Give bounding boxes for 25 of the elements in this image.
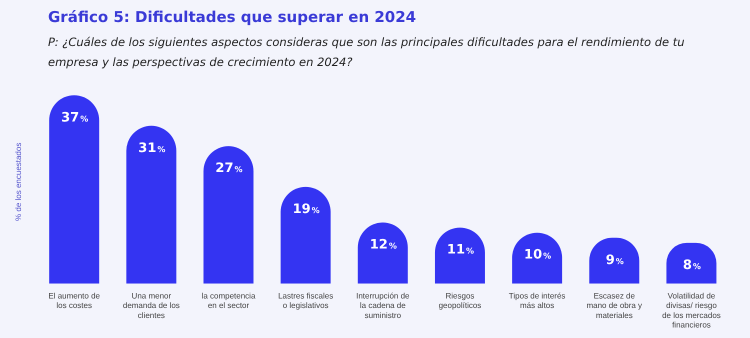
data-label: 8% (682, 258, 701, 273)
data-label: 12% (370, 238, 397, 253)
data-label: 9% (606, 252, 624, 268)
x-tick-label: Una menor demanda de los clientes (122, 292, 180, 320)
chart-subtitle: P: ¿Cuáles de los siguientes aspectos consideras que son las principales dificultades para el rendimiento de tu empresa y las perspectivas de crecimiento en 2024? (48, 34, 686, 71)
x-tick-label: Riesgos geopolíticos (438, 292, 482, 310)
chart-title: Gráfico 5: Dificultades que superar en 2024 (48, 8, 416, 26)
bar (49, 95, 100, 284)
bar (280, 186, 331, 284)
x-tick-label: la competencia en el sector (202, 292, 256, 310)
bar (203, 146, 254, 284)
x-tick-label: Lastres fiscales o legislativos (278, 292, 334, 310)
x-tick-label: Interrupción de la cadena de suministro (356, 292, 410, 320)
bar (126, 126, 176, 284)
data-label: 37% (61, 110, 88, 126)
x-tick-label: Tipos de interés más altos (508, 292, 566, 310)
y-axis-title: % de los encuestados (14, 142, 24, 221)
data-label: 11% (446, 242, 474, 258)
data-label: 31% (138, 140, 166, 156)
data-label: 27% (215, 161, 243, 176)
data-label: 10% (524, 248, 552, 263)
data-label: 19% (292, 202, 320, 217)
x-tick-label: Escasez de mano de obra y materiales (586, 292, 642, 320)
x-tick-label: Volatilidad de divisas/ riesgo de los mercados financieros (662, 292, 721, 330)
x-tick-label: El aumento de los costes (48, 292, 101, 310)
